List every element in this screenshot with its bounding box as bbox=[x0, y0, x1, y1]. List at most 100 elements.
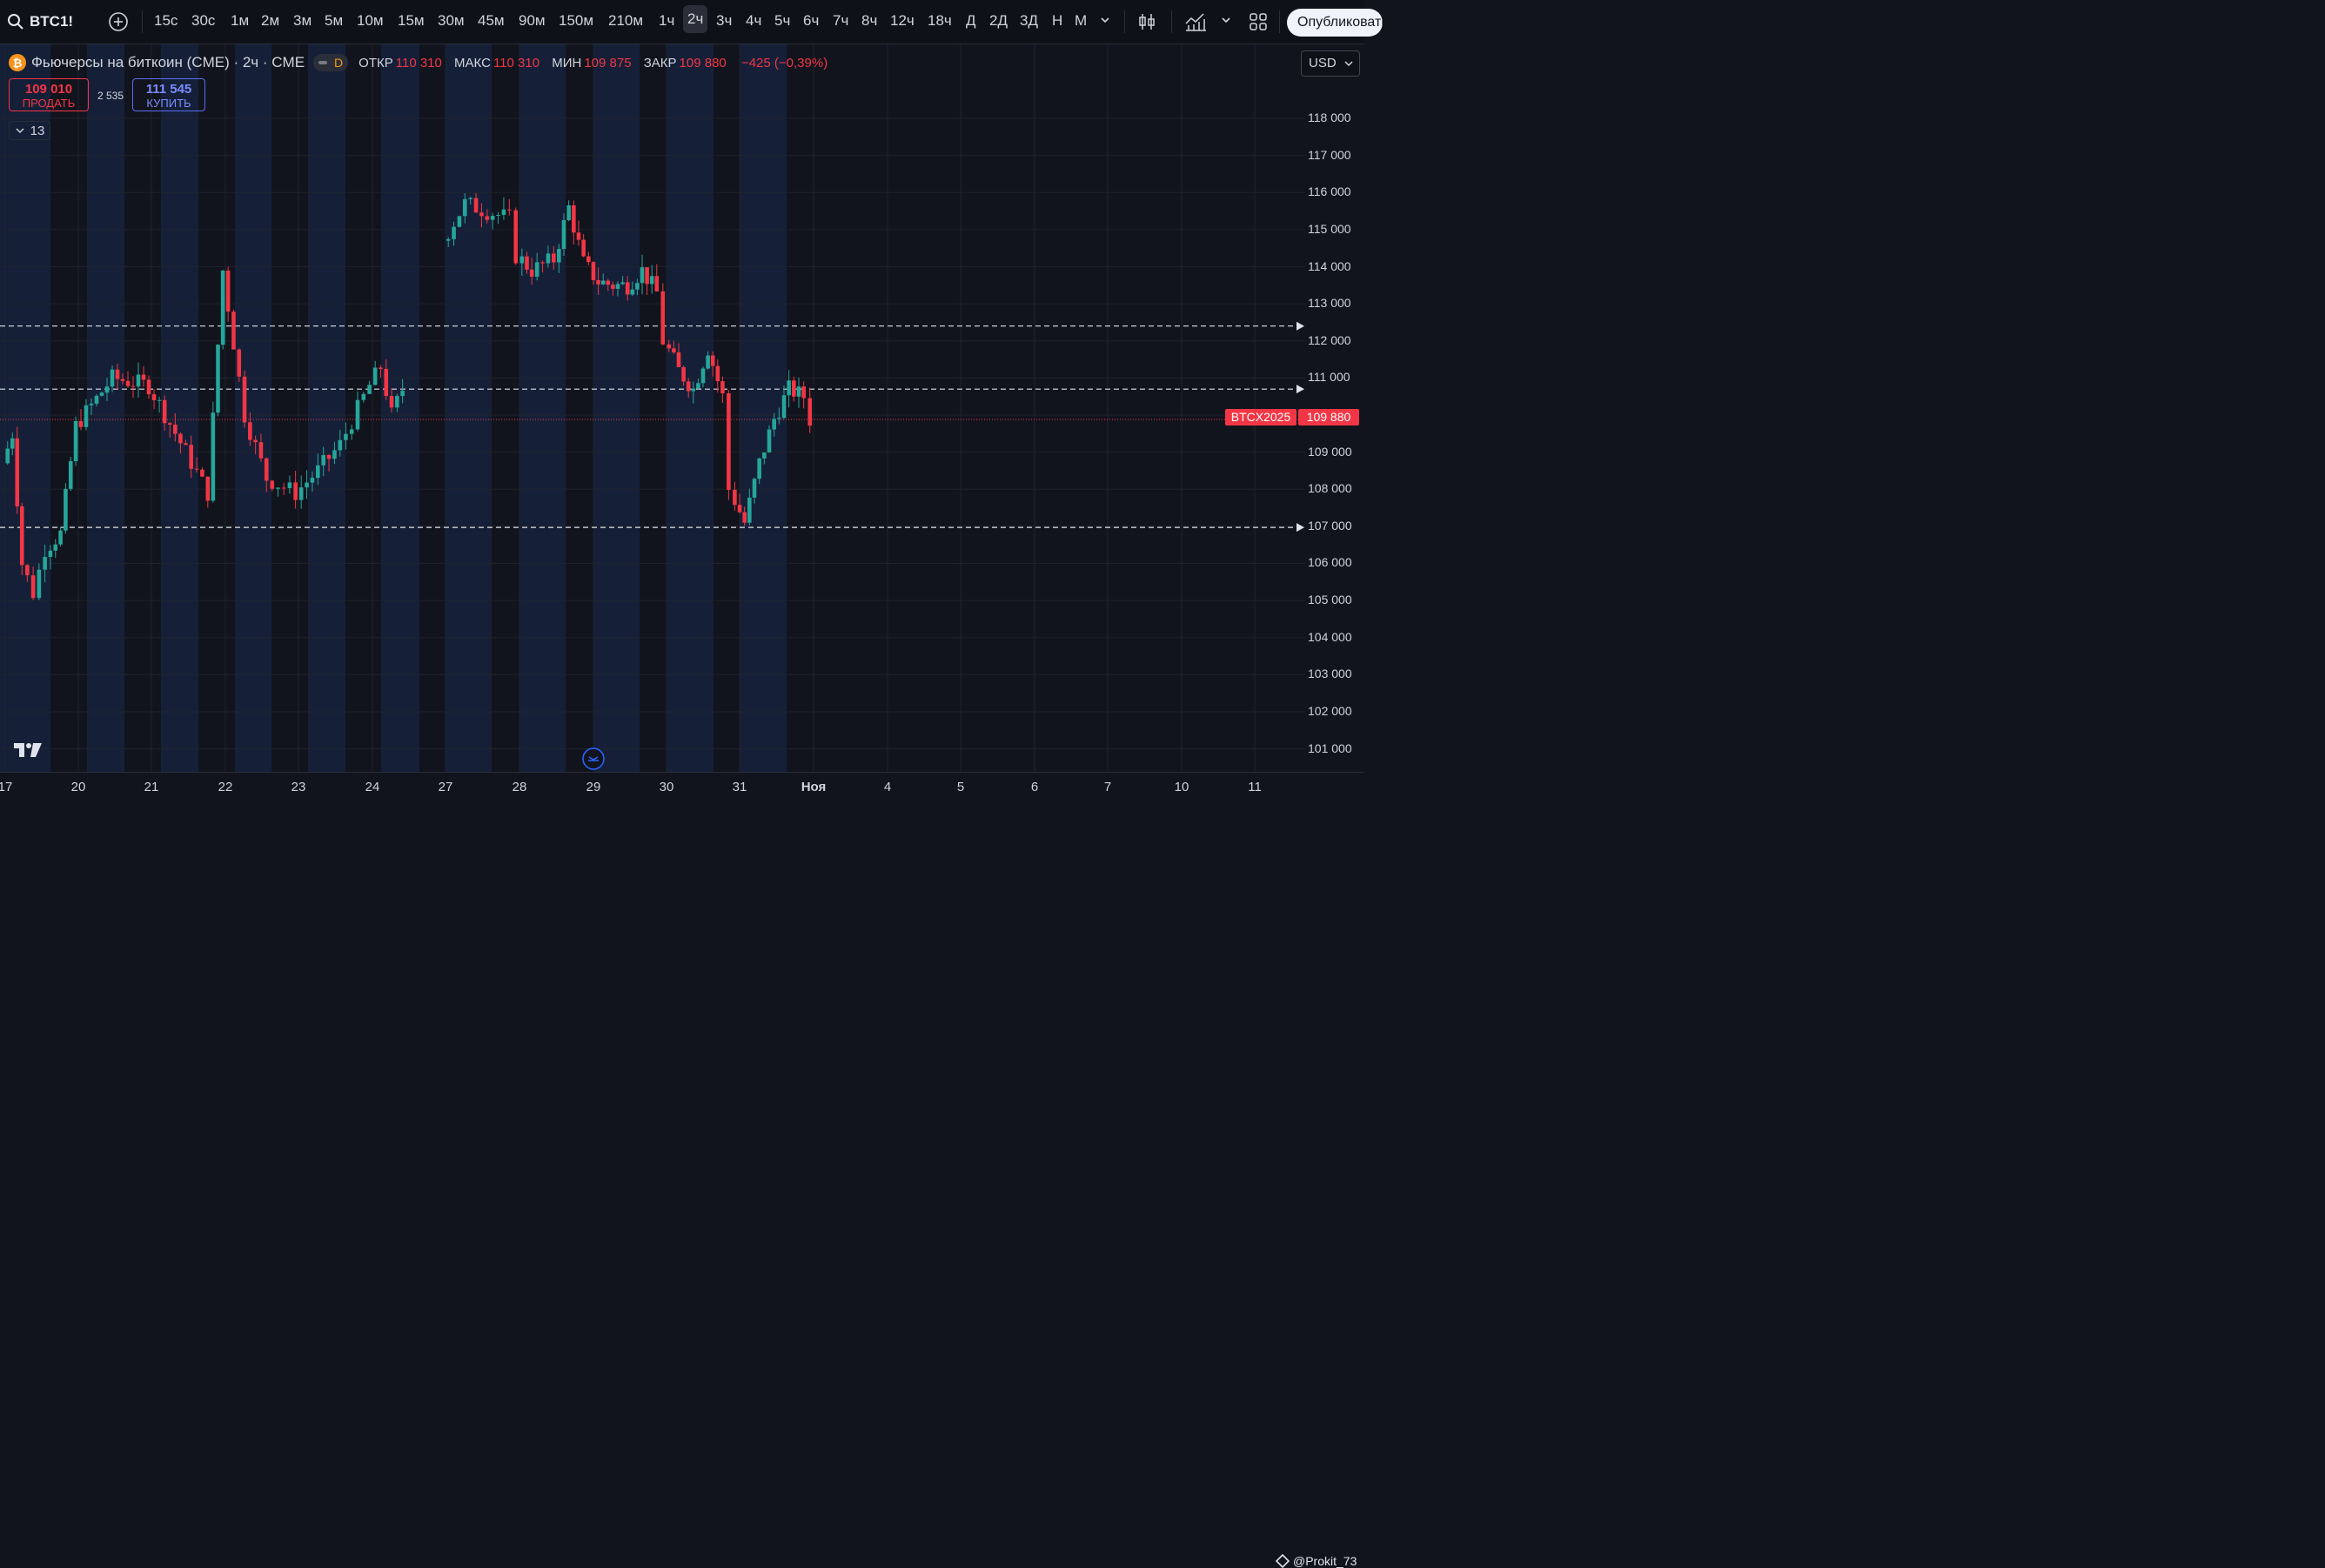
timeframe-more-button[interactable] bbox=[1098, 13, 1112, 31]
buy-button[interactable]: 111 545 КУПИТЬ bbox=[132, 78, 205, 111]
candle-body bbox=[706, 355, 710, 369]
timeframe-М[interactable]: М bbox=[1075, 12, 1088, 29]
candlestick-icon bbox=[1139, 14, 1155, 30]
candle-body bbox=[762, 452, 767, 459]
timeframe-8ч[interactable]: 8ч bbox=[861, 12, 878, 29]
timeframe-10м[interactable]: 10м bbox=[357, 12, 384, 29]
timeframe-2м[interactable]: 2м bbox=[261, 12, 280, 29]
candle-body bbox=[596, 279, 600, 285]
timeframe-15с[interactable]: 15с bbox=[154, 12, 178, 29]
top-toolbar: BTC1! 15с 30с 1м 2м 3м 5м 10м 15м 30м 45м 90м 150м 2… bbox=[0, 0, 1383, 44]
timeframe-15м[interactable]: 15м bbox=[398, 12, 425, 29]
candle-body bbox=[276, 487, 280, 489]
sell-button[interactable]: 109 010 ПРОДАТЬ bbox=[9, 78, 89, 111]
candle-body bbox=[19, 506, 24, 566]
timeframe-30с[interactable]: 30с bbox=[191, 12, 216, 29]
price-scale-label: 117 000 bbox=[1308, 147, 1351, 162]
currency-select[interactable]: USD bbox=[1301, 50, 1360, 77]
timeframe-6ч[interactable]: 6ч bbox=[803, 12, 820, 29]
candle-body bbox=[125, 380, 131, 386]
candle-body bbox=[792, 380, 796, 397]
search-icon bbox=[8, 14, 23, 30]
timeframe-210м[interactable]: 210м bbox=[608, 12, 644, 29]
compare-button[interactable] bbox=[108, 11, 129, 37]
scroll-to-realtime-button[interactable] bbox=[581, 747, 606, 775]
price-chart[interactable] bbox=[0, 44, 1305, 772]
candle-body bbox=[572, 204, 576, 233]
sell-label: ПРОДАТЬ bbox=[22, 97, 76, 110]
time-scale[interactable]: 17 20 21 22 23 24 27 28 29 30 31 Ноя 4 5 6 7 10 11 @Proki… bbox=[0, 772, 1364, 1568]
time-scale-label: 23 bbox=[291, 780, 306, 794]
time-scale-label: 7 bbox=[1103, 780, 1112, 794]
time-scale-label: 11 bbox=[1248, 780, 1262, 794]
candle-body bbox=[566, 204, 571, 221]
candle-body bbox=[316, 465, 320, 479]
candle-body bbox=[281, 487, 286, 489]
timeframe-150м[interactable]: 150м bbox=[559, 12, 594, 29]
timeframe-30м[interactable]: 30м bbox=[438, 12, 465, 29]
timeframe-3Д[interactable]: 3Д bbox=[1020, 12, 1038, 29]
candle-body bbox=[546, 253, 551, 264]
tradingview-logo[interactable] bbox=[12, 740, 45, 763]
timeframe-18ч[interactable]: 18ч bbox=[928, 12, 952, 29]
chart-type-button[interactable] bbox=[1136, 11, 1157, 37]
buy-price: 111 545 bbox=[145, 82, 192, 97]
watermark-text: @Prokit_73 bbox=[1293, 1554, 1357, 1568]
candle-body bbox=[94, 395, 99, 404]
legend-title[interactable]: Фьючерсы на биткоин (CME) · 2ч · CME bbox=[31, 54, 305, 70]
candle-body bbox=[293, 482, 298, 500]
chevron-down-icon bbox=[1222, 17, 1230, 23]
candle-body bbox=[151, 394, 157, 400]
timeframe-90м[interactable]: 90м bbox=[519, 12, 546, 29]
timeframe-2Д[interactable]: 2Д bbox=[989, 12, 1008, 29]
indicators-icon bbox=[1185, 13, 1206, 31]
timeframe-12ч[interactable]: 12ч bbox=[890, 12, 915, 29]
session-highlight bbox=[235, 44, 271, 772]
price-scale-label: 102 000 bbox=[1308, 703, 1352, 718]
indicators-button[interactable] bbox=[1184, 11, 1207, 37]
timeframe-Н[interactable]: Н bbox=[1052, 12, 1063, 29]
timeframe-5м[interactable]: 5м bbox=[325, 12, 344, 29]
indicators-more-button[interactable] bbox=[1219, 13, 1233, 31]
candle-body bbox=[747, 497, 752, 523]
publish-button[interactable]: Опубликовать bbox=[1287, 9, 1383, 37]
timeframe-5ч[interactable]: 5ч bbox=[774, 12, 791, 29]
timeframe-2ч[interactable]: 2ч bbox=[683, 5, 708, 33]
candle-body bbox=[586, 256, 591, 263]
candle-body bbox=[211, 412, 216, 501]
chart-legend: ₿ Фьючерсы на биткоин (CME) · 2ч · CME D… bbox=[9, 52, 836, 73]
time-scale-label: 22 bbox=[218, 780, 233, 794]
candle-body bbox=[660, 291, 666, 345]
timeframe-3м[interactable]: 3м bbox=[293, 12, 312, 29]
timeframe-4ч[interactable]: 4ч bbox=[746, 12, 762, 29]
candle-body bbox=[10, 438, 15, 449]
timeframe-1м[interactable]: 1м bbox=[231, 12, 250, 29]
indicators-collapse-button[interactable]: 13 bbox=[9, 121, 50, 140]
price-scale-label: 116 000 bbox=[1308, 184, 1351, 199]
price-scale-label: 118 000 bbox=[1308, 111, 1351, 125]
layout-button[interactable] bbox=[1248, 11, 1269, 37]
candle-body bbox=[787, 380, 791, 396]
candle-body bbox=[37, 569, 42, 599]
timeframe-1ч[interactable]: 1ч bbox=[659, 12, 675, 29]
candle-body bbox=[389, 395, 394, 408]
symbol-search[interactable]: BTC1! bbox=[7, 12, 73, 31]
candle-body bbox=[344, 433, 348, 440]
timeframe-45м[interactable]: 45м bbox=[478, 12, 505, 29]
candle-body bbox=[752, 479, 757, 498]
market-status-pill[interactable]: D bbox=[313, 54, 349, 71]
price-scale-label: 106 000 bbox=[1308, 555, 1352, 570]
timeframe-3ч[interactable]: 3ч bbox=[716, 12, 733, 29]
candle-body bbox=[654, 276, 660, 291]
symbol-price-tag: BTCX2025 bbox=[1225, 409, 1297, 426]
timeframe-7ч[interactable]: 7ч bbox=[833, 12, 849, 29]
candle-body bbox=[576, 232, 581, 240]
candle-body bbox=[781, 395, 787, 419]
timeframe-Д[interactable]: Д bbox=[966, 12, 976, 29]
candle-body bbox=[733, 489, 737, 506]
candle-body bbox=[720, 381, 725, 394]
candle-body bbox=[43, 557, 47, 570]
time-scale-label: 27 bbox=[438, 780, 453, 794]
candle-body bbox=[757, 458, 761, 479]
candle-body bbox=[48, 550, 53, 558]
